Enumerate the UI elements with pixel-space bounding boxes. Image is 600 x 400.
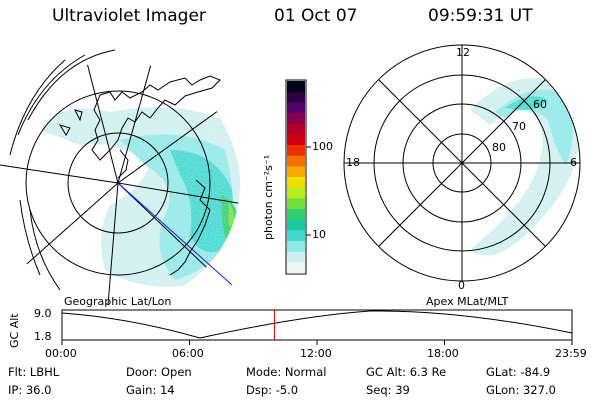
apex-polar-plot <box>343 44 581 282</box>
colorbar-band <box>287 219 305 231</box>
status-ip: IP: 36.0 <box>8 383 52 397</box>
timeline-xtick-0: 00:00 <box>45 347 77 360</box>
mlt-label-bottom: 0 <box>458 279 465 292</box>
apex-aurora <box>344 45 580 281</box>
timeline-xtick-2: 12:00 <box>300 347 332 360</box>
colorbar-tick-10: 10 <box>312 228 326 241</box>
mlat-label-70: 70 <box>512 120 526 133</box>
status-seq: Seq: 39 <box>366 383 410 397</box>
mlat-label-80: 80 <box>492 141 506 154</box>
colorbar-band <box>287 113 305 125</box>
colorbar-band <box>287 241 305 253</box>
altitude-timeline <box>61 309 573 345</box>
status-mode: Mode: Normal <box>246 365 327 379</box>
timeline-ytick-max: 9.0 <box>34 307 52 320</box>
mlt-label-right: 6 <box>570 156 577 169</box>
status-glat: GLat: -84.9 <box>486 365 551 379</box>
colorbar-band <box>287 91 305 103</box>
colorbar-band <box>287 81 305 93</box>
timeline-xtick-3: 18:00 <box>427 347 459 360</box>
colorbar-band <box>287 262 305 274</box>
date-label: 01 Oct 07 <box>274 6 358 26</box>
timeline-xtick-4: 23:59 <box>555 347 587 360</box>
colorbar-band <box>287 177 305 189</box>
colorbar-band <box>287 251 305 263</box>
mlt-label-left: 18 <box>346 156 360 169</box>
colorbar-band <box>287 134 305 146</box>
time-label: 09:59:31 UT <box>428 6 533 26</box>
geographic-map <box>0 49 240 305</box>
colorbar-band <box>287 155 305 167</box>
colorbar-band <box>287 198 305 210</box>
status-filter: Flt: LBHL <box>8 365 60 379</box>
status-gain: Gain: 14 <box>126 383 175 397</box>
timeline-ytick-min: 1.8 <box>34 330 52 343</box>
status-gc-alt: GC Alt: 6.3 Re <box>366 365 447 379</box>
colorbar <box>285 79 311 275</box>
colorbar-band <box>287 123 305 135</box>
geo-panel-title: Geographic Lat/Lon <box>64 295 172 308</box>
apex-panel-title: Apex MLat/MLT <box>426 295 509 308</box>
mlt-label-top: 12 <box>456 46 470 59</box>
status-dsp: Dsp: -5.0 <box>246 383 299 397</box>
colorbar-band <box>287 166 305 178</box>
mlat-label-60: 60 <box>533 98 547 111</box>
colorbar-band <box>287 209 305 221</box>
colorbar-band <box>287 187 305 199</box>
colorbar-tick-100: 100 <box>312 140 333 153</box>
timeline-xtick-1: 06:00 <box>172 347 204 360</box>
colorbar-band <box>287 145 305 157</box>
instrument-title: Ultraviolet Imager <box>52 6 206 26</box>
colorbar-unit-label: photon cm⁻²s⁻¹ <box>262 154 275 240</box>
timeline-axis-label: GC Alt <box>8 313 21 348</box>
status-glon: GLon: 327.0 <box>486 383 556 397</box>
status-door: Door: Open <box>126 365 192 379</box>
colorbar-band <box>287 102 305 114</box>
colorbar-band <box>287 230 305 242</box>
